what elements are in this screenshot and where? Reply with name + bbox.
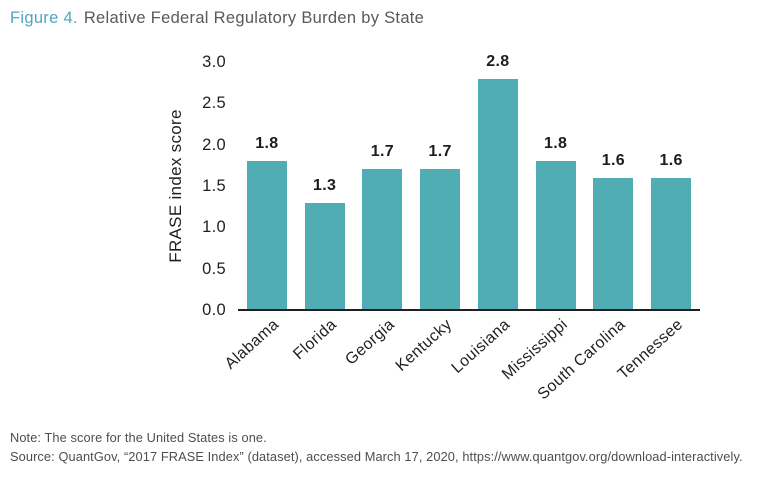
bar-mississippi (535, 161, 576, 310)
xtick-florida: Florida (290, 316, 341, 364)
chart-title: Figure 4. Relative Federal Regulatory Bur… (10, 9, 424, 28)
xtick-georgia: Georgia (341, 316, 398, 369)
ytick-0.5: 0.5 (202, 259, 226, 278)
ytick-0.0: 0.0 (202, 301, 226, 319)
footnote: Note: The score for the United States is… (10, 430, 267, 445)
bar-value-louisiana: 2.8 (486, 52, 510, 70)
bar-value-georgia: 1.7 (370, 143, 394, 161)
bar-value-tennessee: 1.6 (659, 151, 683, 169)
bar-south-carolina (593, 177, 634, 310)
ytick-3.0: 3.0 (202, 53, 226, 71)
bar-florida (304, 202, 345, 310)
xtick-kentucky: Kentucky (392, 316, 456, 375)
bar-georgia (362, 169, 403, 310)
bar-tennessee (651, 177, 692, 310)
chart-title-figure-number: Figure 4. (10, 9, 78, 27)
bar-kentucky (420, 169, 461, 310)
bar-value-mississippi: 1.8 (544, 135, 568, 153)
x-axis-line (238, 309, 700, 311)
source-line: Source: QuantGov, “2017 FRASE Index” (da… (10, 449, 743, 464)
ytick-1.0: 1.0 (202, 218, 226, 237)
ytick-1.5: 1.5 (202, 177, 226, 195)
chart-title-text: Relative Federal Regulatory Burden by St… (83, 9, 425, 27)
bar-value-south-carolina: 1.6 (601, 151, 625, 169)
bar-value-kentucky: 1.7 (428, 143, 452, 161)
bar-alabama (246, 161, 287, 310)
ytick-2.0: 2.0 (202, 135, 226, 154)
xtick-alabama: Alabama (221, 316, 283, 373)
bar-value-florida: 1.3 (313, 176, 337, 194)
ytick-2.5: 2.5 (202, 94, 226, 113)
bar-louisiana (477, 78, 518, 310)
bar-value-alabama: 1.8 (255, 135, 279, 153)
